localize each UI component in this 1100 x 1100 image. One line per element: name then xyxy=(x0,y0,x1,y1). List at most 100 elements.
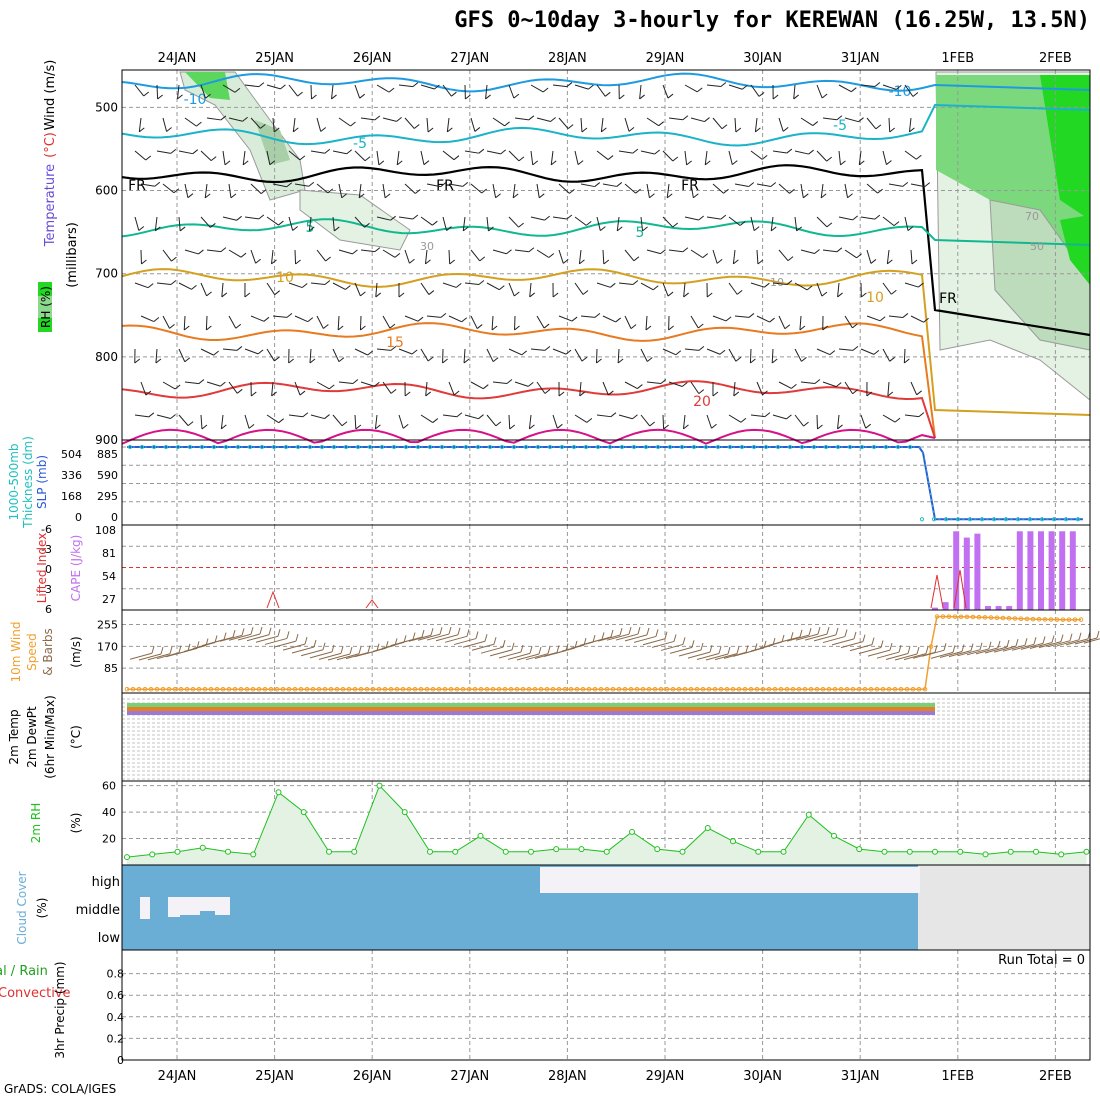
cape-axis-label: CAPE (J/kg) xyxy=(69,535,83,602)
wind10m-axis-label: (m/s) xyxy=(69,636,83,667)
wind-barb xyxy=(646,357,653,362)
surface-wind-barb xyxy=(606,633,630,641)
wind-barb xyxy=(508,84,515,99)
wind-barb xyxy=(222,216,237,221)
surface-wind-barb xyxy=(984,646,1008,654)
wind-barb xyxy=(236,346,243,351)
date-tick-bottom: 2FEB xyxy=(1039,1069,1072,1084)
wind-barb xyxy=(663,424,669,430)
wind-barb xyxy=(690,381,700,394)
wind-barb xyxy=(704,160,711,166)
isotherm-25 xyxy=(121,428,936,445)
wind-barb xyxy=(154,181,161,187)
surface-wind-barb xyxy=(682,637,686,645)
wind-barb xyxy=(338,249,353,255)
wind-barb xyxy=(514,325,520,331)
wind-barb xyxy=(230,193,237,199)
surface-wind-barb xyxy=(1029,642,1053,649)
wind-barb xyxy=(750,84,760,97)
slp-marker xyxy=(655,444,661,450)
wind-barb xyxy=(902,182,909,187)
isotherm-label: -10 xyxy=(889,84,912,100)
wind-barb xyxy=(829,350,836,355)
rh2m-marker xyxy=(982,851,989,858)
wind-barb xyxy=(170,414,176,419)
wind-barb xyxy=(923,317,929,323)
wind-barb xyxy=(299,390,306,396)
rh2m-marker xyxy=(326,848,332,855)
slp-marker xyxy=(739,444,745,450)
wind-barb xyxy=(844,249,857,259)
slp-marker xyxy=(787,444,793,450)
date-tick-top: 1FEB xyxy=(941,51,974,66)
wind-barb xyxy=(536,183,540,198)
wind-barb xyxy=(800,183,804,198)
chart-title: GFS 0~10day 3-hourly for KEREWAN (16.25W… xyxy=(454,8,1090,33)
rh2m-marker xyxy=(1007,848,1014,855)
thickness-axis-label: 1000-500mb xyxy=(7,443,21,520)
wind-barb xyxy=(887,381,890,396)
surface-wind-barb xyxy=(336,653,360,661)
wind-barb xyxy=(882,150,887,165)
surface-wind-barb xyxy=(1042,636,1046,644)
wind-barb xyxy=(734,183,749,187)
wind-barb xyxy=(375,292,382,298)
slp-marker xyxy=(331,444,337,450)
date-tick-top: 31JAN xyxy=(841,51,880,66)
wind-barb xyxy=(916,390,922,396)
slp-marker xyxy=(667,444,673,450)
surface-wind-barb xyxy=(975,647,999,655)
wind-barb xyxy=(420,216,433,226)
surface-wind-barb xyxy=(507,652,531,660)
wind-barb xyxy=(732,249,736,264)
wind-barb xyxy=(174,384,181,390)
wind-barb xyxy=(600,117,604,132)
wind-barb xyxy=(425,391,431,397)
wind-barb xyxy=(684,216,699,221)
wind-barb xyxy=(258,214,265,220)
date-tick-top: 28JAN xyxy=(548,51,587,66)
wind-barb xyxy=(889,356,895,362)
surface-wind-barb xyxy=(925,646,929,654)
thickness-tick-label: 168 xyxy=(61,490,82,503)
wind-barb xyxy=(376,348,391,351)
isotherm--5 xyxy=(121,103,1091,147)
wind-barb xyxy=(234,87,241,93)
wind-barb xyxy=(465,94,471,100)
surface-wind-barb xyxy=(601,632,605,640)
wind-barb xyxy=(220,414,224,429)
rh2m-marker xyxy=(831,832,837,839)
rh2m-marker xyxy=(427,848,433,855)
wind-barb xyxy=(778,249,789,261)
wind-barb xyxy=(550,117,556,122)
wind-barb xyxy=(562,258,569,264)
wind-barb xyxy=(491,325,498,331)
cape-bar xyxy=(985,606,991,610)
wind-barb xyxy=(770,182,777,187)
wind-barb xyxy=(145,390,152,396)
surface-wind-barb xyxy=(372,644,396,652)
wind-barb xyxy=(508,348,522,356)
wind-barb xyxy=(486,414,497,427)
wind-barb xyxy=(642,226,648,232)
surface-wind-barb xyxy=(979,642,983,650)
wind-barb xyxy=(712,391,719,397)
slp-marker xyxy=(595,444,601,450)
wind-barb xyxy=(354,414,357,430)
surface-wind-barb xyxy=(160,646,164,655)
wind-barb xyxy=(470,117,476,132)
slp-marker xyxy=(463,444,469,450)
wind-barb xyxy=(904,282,919,288)
wind-barb xyxy=(793,94,799,100)
slp-thickness-panel xyxy=(121,439,1091,526)
wind-barb xyxy=(514,249,529,253)
wind-barb xyxy=(529,282,532,297)
wind-barb xyxy=(244,84,259,88)
wind-barb xyxy=(157,94,163,100)
rh2m-marker xyxy=(957,848,964,855)
surface-wind-barb xyxy=(430,628,434,636)
surface-wind-barb xyxy=(520,644,524,653)
surface-wind-barb xyxy=(930,651,954,659)
wind-barb xyxy=(728,414,742,423)
wind-barb xyxy=(858,150,862,165)
